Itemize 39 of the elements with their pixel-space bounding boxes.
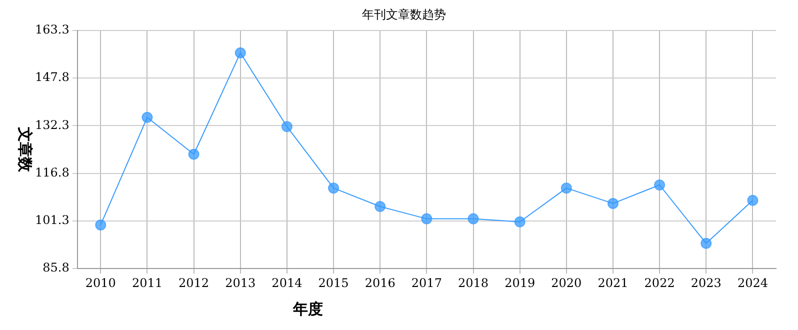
point: [328, 182, 340, 194]
x-tick-label: 2011: [132, 276, 162, 290]
x-tick-label: 2012: [178, 276, 210, 290]
x-tick-label: 2022: [644, 276, 675, 290]
point: [654, 180, 666, 190]
point: [700, 238, 712, 249]
point: [374, 201, 386, 212]
point: [747, 194, 758, 206]
x-tick-label: 2018: [458, 276, 489, 290]
point: [468, 213, 479, 224]
point: [421, 213, 432, 224]
point: [188, 148, 200, 160]
y-axis-title: 文章数: [16, 126, 34, 173]
x-tick-label: 2013: [225, 276, 256, 290]
x-tick-label: 2020: [551, 276, 582, 290]
y-tick-label: 132.3: [34, 118, 70, 132]
x-tick-label: 2010: [85, 276, 116, 290]
x-tick-label: 2014: [272, 276, 303, 290]
x-tick-label: 2015: [318, 276, 349, 290]
x-tick-label: 2021: [598, 276, 628, 290]
x-tick-label: 2024: [737, 276, 768, 290]
point: [234, 47, 246, 58]
chart-title: 年刊文章数趋势: [362, 7, 446, 22]
y-tick-label: 85.8: [42, 260, 70, 275]
x-tick-label: 2017: [411, 276, 442, 290]
point: [607, 198, 618, 209]
x-axis-title: 年度: [292, 300, 323, 318]
y-tick-label: 163.3: [34, 22, 70, 37]
x-tick-label: 2016: [364, 276, 396, 290]
point: [560, 182, 572, 194]
x-tick-label: 2019: [504, 276, 536, 290]
point: [281, 121, 292, 132]
y-tick-label: 116.8: [34, 165, 70, 180]
y-tick-label: 101.3: [34, 213, 70, 228]
point: [95, 219, 106, 230]
point: [514, 216, 526, 228]
point: [142, 112, 153, 123]
x-tick-label: 2023: [690, 276, 722, 290]
y-tick-label: 147.8: [34, 70, 70, 84]
